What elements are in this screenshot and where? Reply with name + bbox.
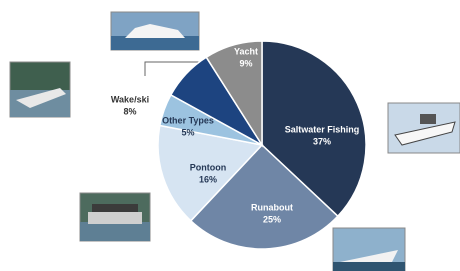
- photo-wakeski: [10, 62, 70, 117]
- slice-label: Other Types: [162, 115, 214, 125]
- chart: Saltwater Fishing 37% Runabout 25% Pontoon 16…: [0, 0, 460, 271]
- slice-value-label: 9%: [239, 58, 252, 68]
- photo-saltwater: [388, 103, 460, 153]
- slice-value-label: 8%: [123, 106, 136, 116]
- slice-value-label: 5%: [181, 127, 194, 137]
- slice-label: Runabout: [251, 202, 293, 212]
- photo-yacht: [111, 12, 199, 50]
- photo-runabout: [333, 228, 405, 271]
- slice-value-label: 37%: [313, 136, 331, 146]
- slice-label: Yacht: [234, 46, 258, 56]
- slice-value-label: 16%: [199, 174, 217, 184]
- slice-value-label: 25%: [263, 214, 281, 224]
- slice-label: Saltwater Fishing: [285, 124, 360, 134]
- slice-label: Pontoon: [190, 162, 227, 172]
- slice-label: Wake/ski: [111, 94, 149, 104]
- photo-pontoon: [80, 193, 150, 241]
